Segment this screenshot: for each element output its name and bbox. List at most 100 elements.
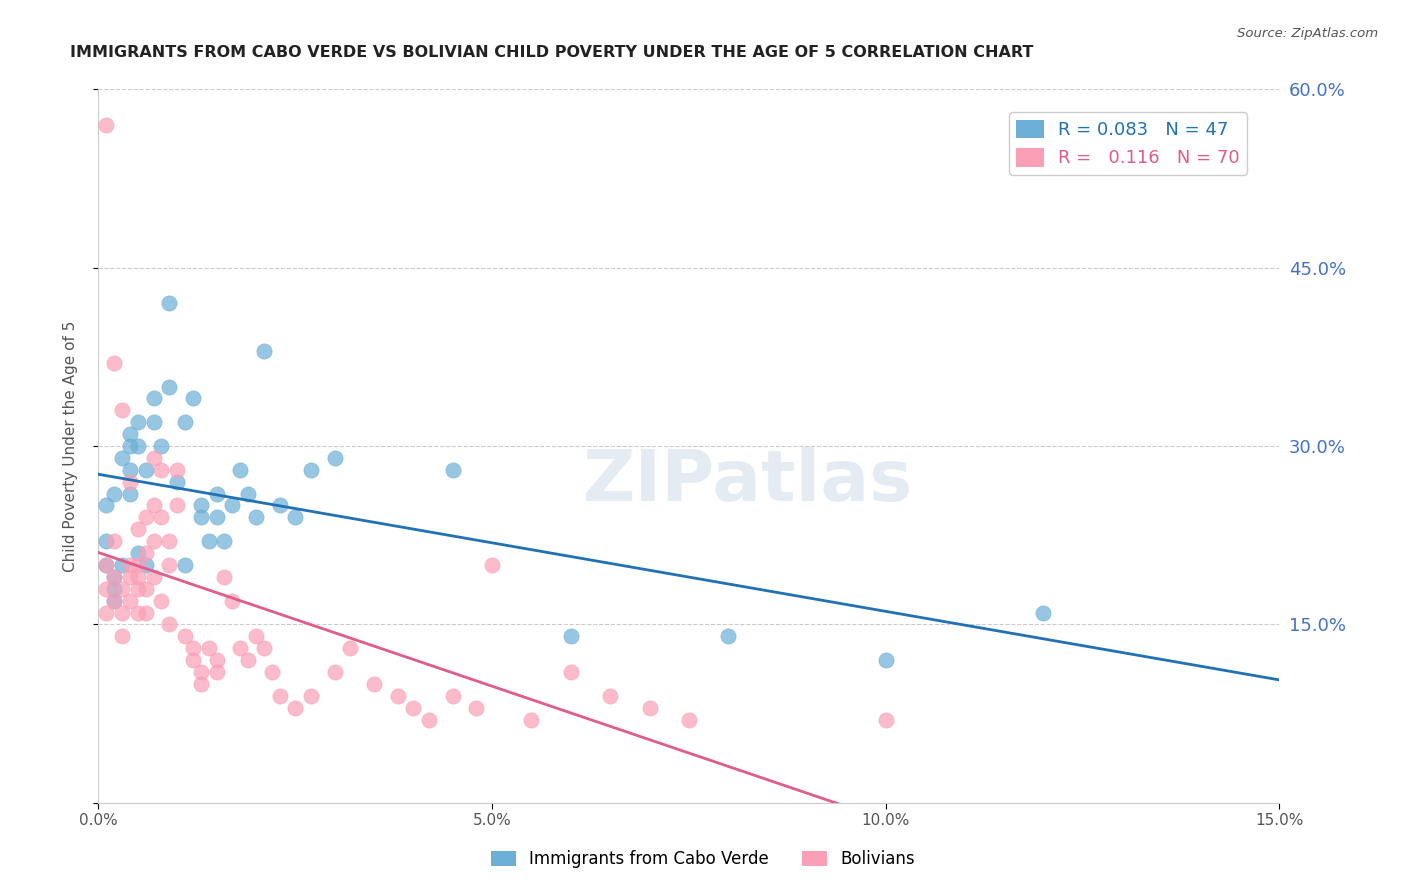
Point <box>157 296 180 310</box>
Point <box>150 593 173 607</box>
Point <box>166 475 188 489</box>
Text: Source: ZipAtlas.com: Source: ZipAtlas.com <box>1237 27 1378 40</box>
Point <box>142 534 165 549</box>
Legend: R = 0.083   N = 47, R =   0.116   N = 70: R = 0.083 N = 47, R = 0.116 N = 70 <box>1010 112 1247 175</box>
Text: ZIPatlas: ZIPatlas <box>583 447 912 516</box>
Point <box>142 392 165 406</box>
Point <box>127 606 149 620</box>
Point <box>127 522 149 536</box>
Point <box>118 558 141 572</box>
Text: IMMIGRANTS FROM CABO VERDE VS BOLIVIAN CHILD POVERTY UNDER THE AGE OF 5 CORRELAT: IMMIGRANTS FROM CABO VERDE VS BOLIVIAN C… <box>70 45 1033 60</box>
Point <box>260 665 283 679</box>
Point <box>111 629 134 643</box>
Point <box>96 118 118 132</box>
Point <box>118 475 141 489</box>
Point <box>103 570 125 584</box>
Point <box>717 629 740 643</box>
Point <box>181 392 204 406</box>
Point <box>166 463 188 477</box>
Point <box>96 582 118 596</box>
Point <box>118 593 141 607</box>
Point <box>135 558 157 572</box>
Point <box>111 606 134 620</box>
Point <box>118 463 141 477</box>
Point <box>1032 606 1054 620</box>
Point <box>284 700 307 714</box>
Point <box>229 641 252 656</box>
Point <box>96 558 118 572</box>
Point <box>118 570 141 584</box>
Point <box>111 403 134 417</box>
Point <box>96 534 118 549</box>
Point <box>323 665 346 679</box>
Point <box>118 486 141 500</box>
Point <box>118 427 141 442</box>
Point <box>481 558 503 572</box>
Point <box>166 499 188 513</box>
Legend: Immigrants from Cabo Verde, Bolivians: Immigrants from Cabo Verde, Bolivians <box>484 844 922 875</box>
Point <box>205 510 228 524</box>
Point <box>214 570 236 584</box>
Point <box>269 689 291 703</box>
Point <box>599 689 621 703</box>
Point <box>197 641 219 656</box>
Point <box>221 593 243 607</box>
Point <box>111 450 134 465</box>
Point <box>418 713 440 727</box>
Point <box>363 677 385 691</box>
Point <box>197 534 219 549</box>
Point <box>205 653 228 667</box>
Point <box>103 486 125 500</box>
Point <box>339 641 361 656</box>
Point <box>135 606 157 620</box>
Point <box>150 439 173 453</box>
Point <box>127 546 149 560</box>
Point <box>229 463 252 477</box>
Point <box>560 629 582 643</box>
Point <box>127 558 149 572</box>
Point <box>269 499 291 513</box>
Point <box>142 415 165 429</box>
Point <box>174 558 197 572</box>
Point <box>111 558 134 572</box>
Point <box>127 570 149 584</box>
Point <box>245 629 267 643</box>
Point <box>323 450 346 465</box>
Point <box>387 689 409 703</box>
Point <box>157 558 180 572</box>
Point <box>441 463 464 477</box>
Point <box>142 570 165 584</box>
Point <box>127 439 149 453</box>
Point <box>205 665 228 679</box>
Point <box>299 689 322 703</box>
Point <box>150 463 173 477</box>
Point <box>236 653 259 667</box>
Point <box>135 546 157 560</box>
Point <box>221 499 243 513</box>
Point <box>520 713 543 727</box>
Point <box>299 463 322 477</box>
Point <box>96 558 118 572</box>
Point <box>875 713 897 727</box>
Point <box>174 415 197 429</box>
Point <box>190 677 212 691</box>
Point <box>135 582 157 596</box>
Point <box>190 499 212 513</box>
Point <box>135 463 157 477</box>
Point <box>402 700 425 714</box>
Point <box>103 534 125 549</box>
Point <box>284 510 307 524</box>
Point <box>253 641 276 656</box>
Point <box>214 534 236 549</box>
Point <box>205 486 228 500</box>
Point <box>465 700 488 714</box>
Point <box>96 499 118 513</box>
Point <box>142 499 165 513</box>
Point <box>245 510 267 524</box>
Y-axis label: Child Poverty Under the Age of 5: Child Poverty Under the Age of 5 <box>63 320 77 572</box>
Point <box>560 665 582 679</box>
Point <box>875 653 897 667</box>
Point <box>190 510 212 524</box>
Point <box>236 486 259 500</box>
Point <box>103 593 125 607</box>
